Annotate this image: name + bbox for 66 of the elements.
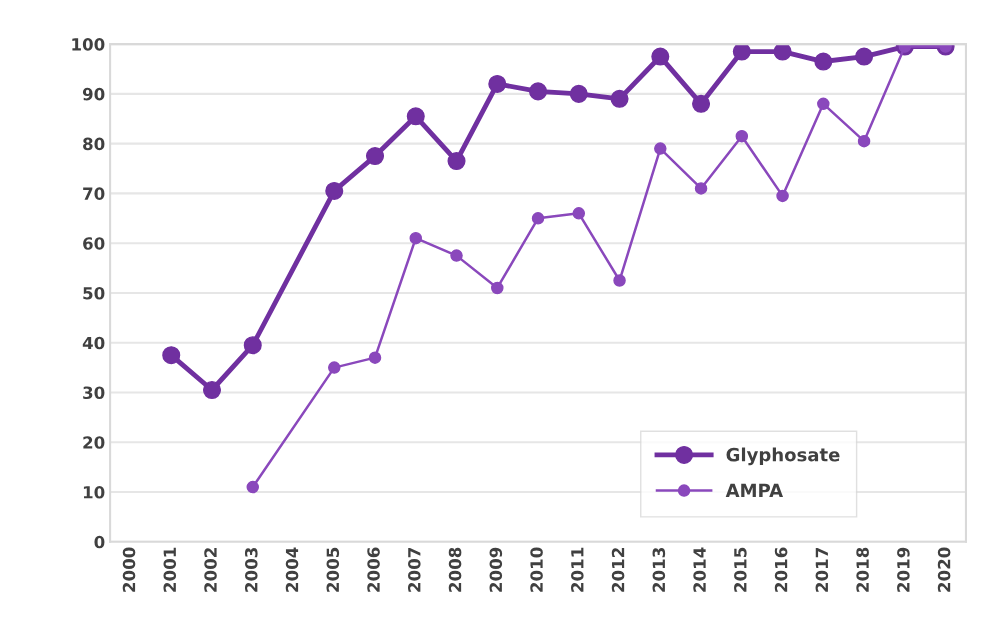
y-tick-label: 90 (82, 87, 105, 101)
point (855, 47, 874, 66)
x-tick-label: 2015 (734, 547, 747, 592)
point (531, 212, 545, 225)
x-tick-label: 2008 (448, 547, 462, 592)
legend-label: AMPA (725, 483, 784, 497)
y-tick-label: 50 (83, 286, 105, 300)
x-tick-label: 2011 (571, 547, 584, 592)
point (773, 44, 792, 61)
point (610, 89, 629, 108)
point (814, 52, 833, 71)
x-tick-label: 2016 (774, 547, 788, 592)
x-tick-label: 2007 (408, 547, 421, 592)
point (328, 361, 341, 374)
point (325, 181, 344, 200)
x-tick-label: 2003 (244, 547, 258, 592)
point (162, 346, 181, 365)
point (202, 380, 222, 400)
point (735, 129, 749, 143)
x-tick-label: 2018 (856, 547, 869, 592)
point (450, 249, 463, 262)
point (409, 231, 423, 245)
x-tick-label: 2010 (530, 547, 543, 592)
x-tick-label: 2017 (815, 547, 829, 592)
point (732, 44, 751, 61)
x-tick-label: 2006 (367, 547, 380, 592)
point (857, 134, 871, 148)
x-tick-label: 2009 (489, 547, 503, 592)
point (817, 97, 830, 111)
point (246, 480, 260, 494)
point (243, 336, 262, 355)
y-tick-label: 10 (83, 485, 105, 499)
point (569, 84, 588, 103)
x-tick-label: 2001 (163, 547, 177, 592)
point (654, 142, 667, 155)
legend-label: Glyphosate (726, 447, 840, 466)
y-tick-label: 0 (94, 535, 105, 549)
y-tick-label: 60 (83, 237, 105, 250)
point (447, 152, 466, 171)
x-tick-label: 2019 (897, 547, 910, 592)
point (529, 82, 548, 101)
x-tick-label: 2005 (326, 547, 340, 592)
point (651, 47, 670, 66)
point (694, 182, 708, 195)
x-tick-label: 2013 (652, 547, 666, 592)
point (776, 189, 789, 203)
point (692, 94, 711, 113)
x-tick-label: 2020 (937, 547, 951, 592)
point (572, 207, 586, 220)
y-tick-label: 80 (83, 137, 105, 151)
point (406, 107, 425, 126)
x-tick-label: 2012 (611, 548, 625, 592)
point (368, 351, 382, 364)
point (365, 147, 385, 166)
y-tick-label: 30 (83, 386, 105, 400)
y-tick-label: 40 (82, 336, 105, 350)
point (613, 274, 626, 287)
x-tick-label: 2002 (204, 548, 217, 592)
x-tick-label: 2014 (693, 547, 706, 592)
y-tick-label: 100 (72, 38, 105, 51)
x-tick-label: 2004 (285, 547, 299, 592)
point (488, 74, 507, 93)
point (491, 281, 504, 295)
y-tick-label: 70 (83, 187, 105, 200)
x-tick-label: 2000 (122, 547, 136, 592)
y-tick-label: 20 (83, 436, 105, 449)
